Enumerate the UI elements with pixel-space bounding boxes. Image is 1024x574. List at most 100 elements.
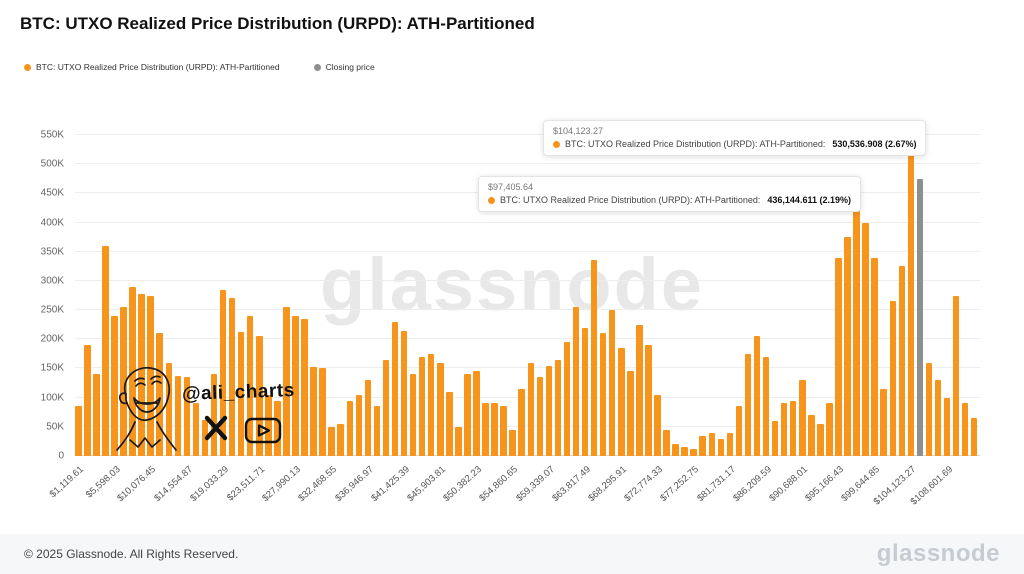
bar[interactable] (581, 327, 589, 456)
bar[interactable] (663, 429, 670, 456)
bar[interactable] (400, 330, 408, 456)
bar[interactable] (943, 397, 951, 456)
bar[interactable] (835, 257, 842, 456)
bar[interactable] (672, 444, 679, 456)
bar[interactable] (826, 403, 833, 456)
bar[interactable] (265, 394, 272, 456)
bar[interactable] (509, 429, 516, 456)
bar[interactable] (862, 222, 869, 456)
bar[interactable] (536, 377, 544, 456)
bar[interactable] (645, 345, 652, 456)
bar[interactable] (183, 377, 191, 456)
bar[interactable] (590, 260, 598, 456)
bar[interactable] (491, 403, 498, 456)
bar[interactable] (355, 394, 363, 456)
bar[interactable] (699, 435, 706, 456)
bar[interactable] (681, 447, 688, 456)
bar[interactable] (237, 332, 245, 456)
bar[interactable] (717, 438, 725, 456)
bar[interactable] (554, 359, 562, 456)
bar[interactable] (817, 423, 824, 456)
bar[interactable] (925, 362, 933, 456)
bar[interactable] (129, 286, 136, 456)
bar[interactable] (373, 406, 381, 456)
bar[interactable] (500, 406, 507, 456)
bar[interactable] (75, 406, 82, 456)
bar[interactable] (464, 374, 471, 456)
bar[interactable] (789, 400, 797, 456)
bar[interactable] (726, 432, 734, 456)
bar[interactable] (192, 403, 200, 456)
bar[interactable] (283, 307, 290, 456)
bar[interactable] (952, 295, 960, 456)
bar[interactable] (482, 403, 489, 456)
bar[interactable] (256, 336, 263, 456)
bar[interactable] (102, 245, 109, 456)
bar[interactable] (93, 374, 100, 456)
bar[interactable] (898, 266, 906, 456)
bar[interactable] (907, 146, 915, 456)
bar[interactable] (446, 391, 453, 456)
closing-price-bar[interactable] (916, 178, 924, 456)
bar[interactable] (608, 310, 616, 456)
bar[interactable] (346, 400, 354, 456)
bar[interactable] (970, 418, 978, 456)
bar[interactable] (156, 333, 163, 456)
bar[interactable] (961, 403, 969, 456)
bar[interactable] (744, 353, 752, 456)
bar[interactable] (228, 298, 236, 456)
bar[interactable] (527, 362, 535, 456)
bar[interactable] (147, 295, 154, 456)
x-logo-icon[interactable] (202, 414, 230, 442)
legend-item-closing-price[interactable]: Closing price (313, 62, 375, 72)
bar[interactable] (618, 348, 625, 456)
bar[interactable] (301, 318, 308, 456)
bar[interactable] (138, 294, 145, 456)
bar[interactable] (545, 365, 553, 456)
bar[interactable] (880, 388, 887, 456)
bar[interactable] (84, 345, 91, 456)
bar[interactable] (427, 353, 435, 456)
bar[interactable] (780, 403, 788, 456)
bar[interactable] (120, 307, 127, 456)
bar[interactable] (391, 321, 399, 456)
bar[interactable] (246, 315, 254, 456)
bar[interactable] (708, 432, 716, 456)
bar[interactable] (690, 449, 697, 456)
bar[interactable] (219, 289, 227, 456)
bar[interactable] (799, 380, 806, 456)
bar[interactable] (889, 301, 897, 456)
bar[interactable] (599, 333, 607, 456)
bar[interactable] (934, 380, 942, 456)
bar[interactable] (844, 237, 851, 456)
bar[interactable] (762, 356, 770, 456)
bar[interactable] (319, 368, 326, 456)
bar[interactable] (437, 362, 444, 456)
bar[interactable] (563, 342, 571, 456)
bar[interactable] (853, 201, 860, 456)
bar[interactable] (111, 315, 118, 456)
bar[interactable] (210, 374, 218, 456)
bar[interactable] (337, 423, 344, 456)
bar[interactable] (572, 307, 580, 456)
bar[interactable] (174, 376, 182, 456)
bar[interactable] (310, 367, 317, 456)
bar[interactable] (771, 420, 779, 456)
bar[interactable] (165, 362, 173, 456)
bar[interactable] (364, 380, 372, 456)
bar[interactable] (455, 426, 462, 456)
bar[interactable] (735, 406, 743, 456)
bar[interactable] (518, 388, 525, 456)
bar[interactable] (654, 394, 661, 456)
legend-item-urpd[interactable]: BTC: UTXO Realized Price Distribution (U… (24, 62, 280, 72)
bar[interactable] (636, 324, 643, 456)
bar[interactable] (274, 400, 281, 456)
bar[interactable] (753, 336, 761, 456)
bar[interactable] (871, 257, 878, 456)
bar[interactable] (808, 415, 815, 456)
bar[interactable] (382, 359, 390, 456)
bar[interactable] (627, 371, 634, 456)
author-handle[interactable]: @ali_charts (181, 380, 296, 405)
bar[interactable] (328, 426, 335, 456)
bar[interactable] (409, 374, 417, 456)
